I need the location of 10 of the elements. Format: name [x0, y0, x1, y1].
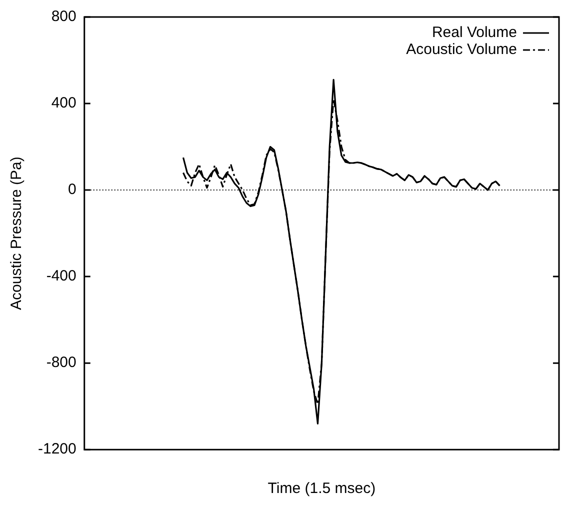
y-tick-label: -800 [46, 354, 76, 372]
y-tick-label: 0 [68, 181, 76, 198]
legend-label: Acoustic Volume [406, 41, 517, 58]
y-tick-label: 400 [51, 94, 76, 112]
y-tick-label: 800 [51, 8, 76, 26]
legend-label: Real Volume [432, 24, 517, 42]
y-tick-label: -1200 [38, 440, 76, 458]
y-axis-title: Acoustic Pressure (Pa) [8, 156, 26, 310]
x-axis-title: Time (1.5 msec) [268, 480, 376, 498]
y-tick-label: -400 [46, 268, 76, 285]
